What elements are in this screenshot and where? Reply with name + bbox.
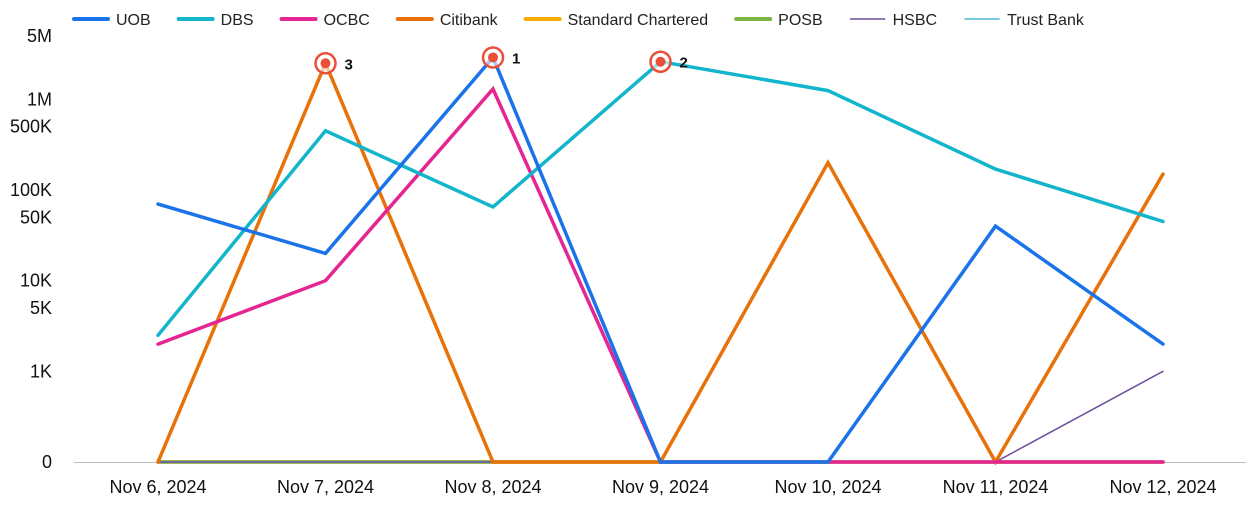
legend-item-dbs[interactable]: DBS	[176, 12, 254, 29]
x-tick-label: Nov 10, 2024	[774, 477, 881, 497]
legend-item-standard-chartered[interactable]: Standard Chartered	[523, 12, 709, 29]
y-axis: 0 1K 5K 10K 50K 100K 500K 1M 5M	[10, 26, 52, 472]
annotation-dot	[320, 58, 331, 69]
legend-label-hsbc: HSBC	[893, 12, 937, 29]
x-tick-label: Nov 6, 2024	[109, 477, 206, 497]
x-axis: Nov 6, 2024 Nov 7, 2024 Nov 8, 2024 Nov 9, …	[74, 462, 1246, 497]
legend-item-hsbc[interactable]: HSBC	[849, 12, 937, 29]
y-tick-label: 1M	[27, 89, 52, 109]
y-tick-label: 10K	[20, 271, 52, 291]
legend-item-posb[interactable]: POSB	[734, 12, 823, 29]
x-tick-label: Nov 9, 2024	[612, 477, 709, 497]
legend-item-citibank[interactable]: Citibank	[395, 12, 499, 29]
series-line-uob[interactable]	[156, 54, 1165, 464]
legend: UOB DBS OCBC Citibank Standard Chartered POSB…	[72, 12, 1085, 29]
annotation-dot	[488, 52, 498, 63]
y-tick-label: 1K	[30, 361, 52, 381]
series-line-citibank[interactable]	[156, 58, 1165, 466]
x-tick-label: Nov 11, 2024	[943, 477, 1049, 497]
annotation-label: 2	[680, 55, 688, 72]
legend-label-ocbc: OCBC	[324, 12, 370, 29]
series-line-ocbc[interactable]	[156, 85, 1165, 464]
legend-label-dbs: DBS	[221, 12, 254, 29]
annotation-marker-1[interactable]: 1	[481, 46, 520, 69]
legend-label-uob: UOB	[116, 12, 151, 29]
legend-item-trust-bank[interactable]: Trust Bank	[964, 12, 1085, 29]
legend-item-ocbc[interactable]: OCBC	[279, 12, 370, 29]
annotation-marker-2[interactable]: 2	[649, 50, 688, 73]
y-tick-label: 50K	[20, 207, 52, 227]
y-tick-label: 500K	[10, 117, 52, 137]
y-tick-label: 100K	[10, 180, 52, 200]
y-tick-label: 5M	[27, 26, 52, 46]
legend-item-uob[interactable]: UOB	[72, 12, 151, 29]
y-tick-label: 0	[42, 452, 52, 472]
plot-area	[156, 54, 1165, 466]
legend-label-posb: POSB	[778, 12, 822, 29]
series-line-hsbc[interactable]	[157, 370, 1164, 463]
annotation-label: 1	[512, 50, 520, 67]
x-tick-label: Nov 8, 2024	[444, 477, 541, 497]
x-tick-label: Nov 12, 2024	[1109, 477, 1216, 497]
annotations: 1 2 3	[314, 46, 688, 75]
legend-label-standard-chartered: Standard Chartered	[568, 12, 709, 29]
legend-label-citibank: Citibank	[440, 12, 499, 29]
annotation-label: 3	[345, 56, 353, 73]
y-tick-label: 5K	[30, 298, 52, 318]
annotation-marker-3[interactable]: 3	[314, 52, 353, 75]
legend-label-trust-bank: Trust Bank	[1007, 12, 1085, 29]
x-tick-label: Nov 7, 2024	[277, 477, 374, 497]
annotation-dot	[655, 56, 666, 67]
